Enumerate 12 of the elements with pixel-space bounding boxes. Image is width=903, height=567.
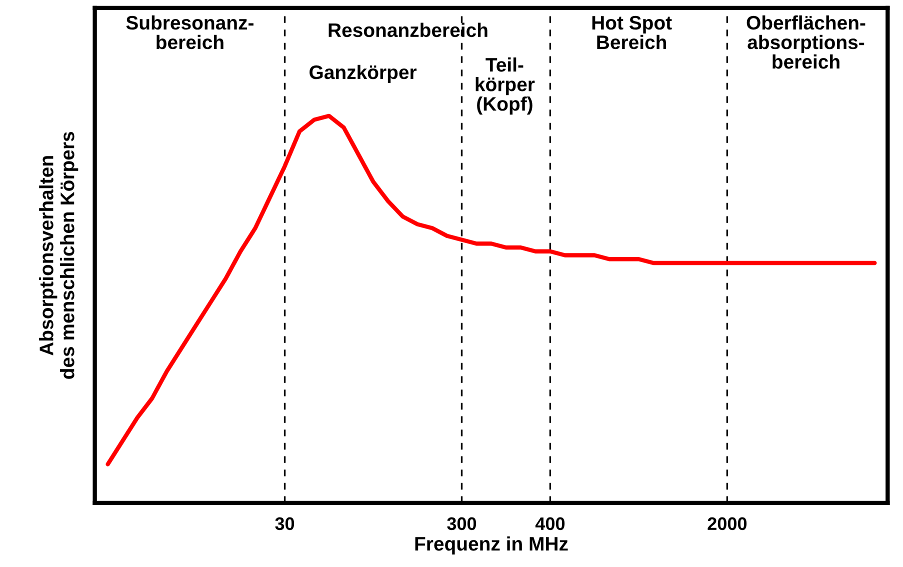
x-tick-label: 2000 (708, 517, 747, 530)
x-tick-label: 30 (275, 517, 294, 530)
text: Oberflächen- absorptions- bereich (746, 15, 866, 69)
text: Hot Spot Bereich (592, 16, 672, 50)
text: Ganzkörper (310, 64, 417, 83)
text: Resonanzbereich (328, 22, 488, 38)
y-axis-title: Absorptionsverhalten des menschlichen Körpers (39, 132, 78, 379)
text: Teil- körper (Kopf) (476, 57, 535, 115)
x-tick-label: 300 (447, 517, 476, 530)
text: Subresonanz- bereich (126, 15, 254, 50)
x-tick-label: 400 (535, 517, 565, 530)
x-axis-title: Frequenz in MHz (415, 536, 568, 555)
